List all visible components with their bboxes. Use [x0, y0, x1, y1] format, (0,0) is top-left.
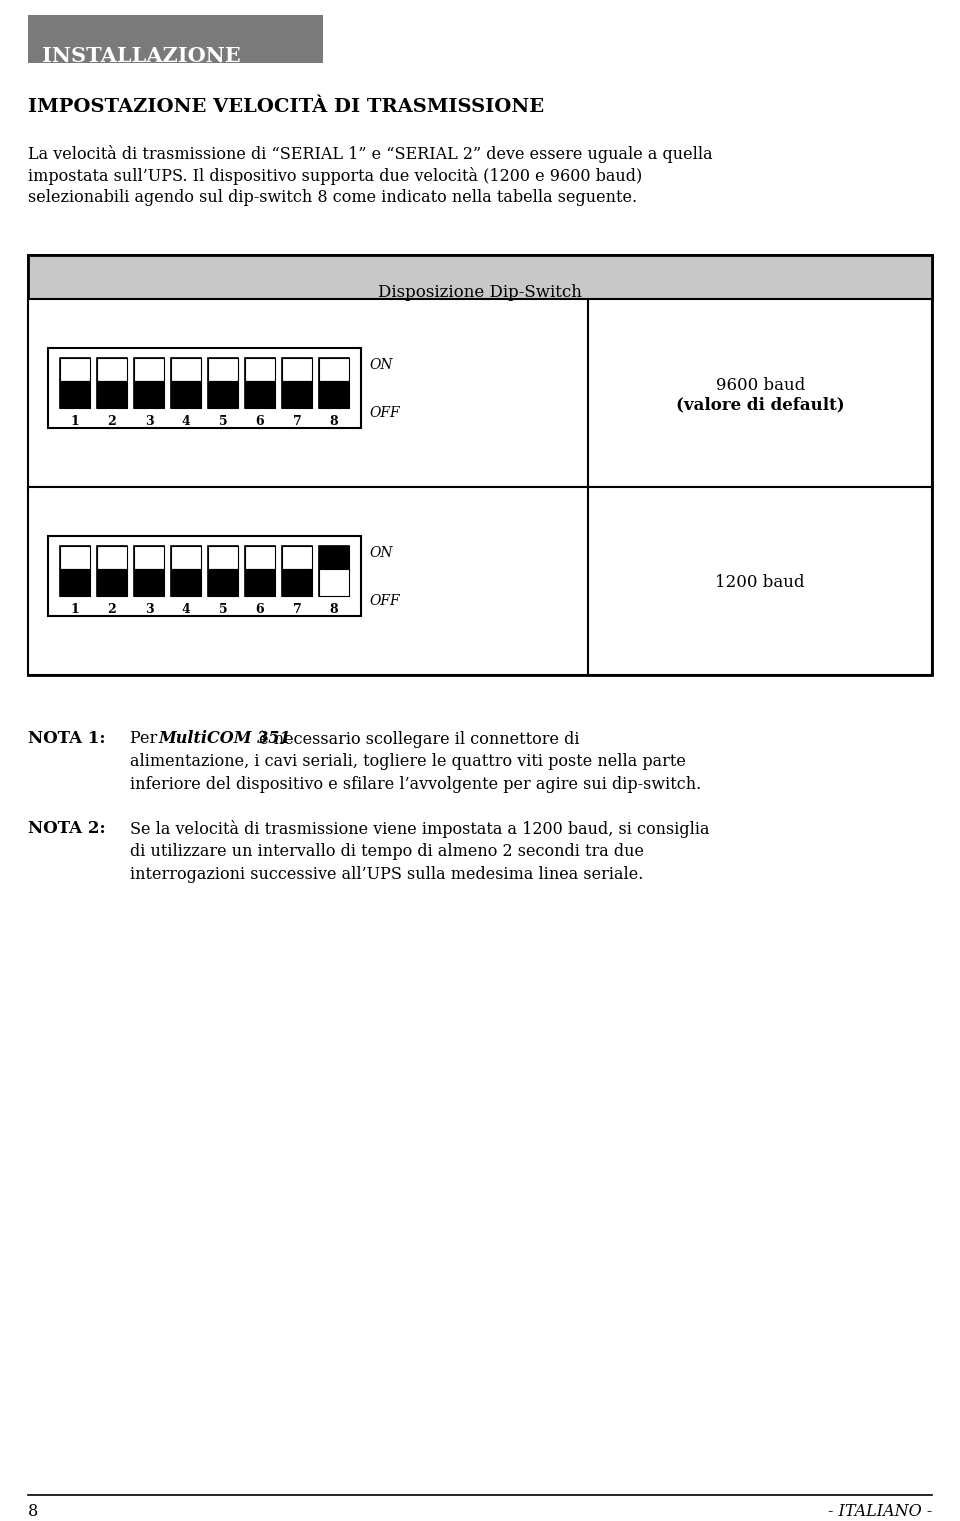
Bar [245, 569, 275, 596]
Text: è necessario scollegare il connettore di: è necessario scollegare il connettore di [254, 730, 580, 747]
Text: di utilizzare un intervallo di tempo di almeno 2 secondi tra due: di utilizzare un intervallo di tempo di … [130, 843, 644, 859]
Text: IMPOSTAZIONE VELOCITÀ DI TRASMISSIONE: IMPOSTAZIONE VELOCITÀ DI TRASMISSIONE [28, 97, 544, 116]
Text: 3: 3 [145, 602, 154, 616]
Bar [208, 357, 238, 380]
Bar [48, 535, 361, 616]
Text: 8: 8 [329, 415, 338, 427]
Text: 1: 1 [71, 415, 80, 427]
Text: Se la velocità di trasmissione viene impostata a 1200 baud, si consiglia: Se la velocità di trasmissione viene imp… [130, 820, 709, 838]
Text: 3: 3 [145, 415, 154, 427]
Text: Per: Per [130, 730, 162, 747]
Bar [97, 357, 127, 408]
Bar [134, 546, 164, 596]
Bar [282, 357, 312, 380]
Text: 8: 8 [28, 1503, 38, 1519]
Text: 6: 6 [255, 602, 264, 616]
Bar [208, 357, 238, 408]
Bar [319, 357, 349, 380]
Text: 1200 baud: 1200 baud [715, 573, 805, 592]
Text: Disposizione Dip-Switch: Disposizione Dip-Switch [378, 284, 582, 301]
Bar [282, 380, 312, 408]
Bar [319, 357, 349, 408]
Text: ON: ON [369, 546, 393, 560]
Bar [282, 546, 312, 596]
Bar [171, 546, 201, 569]
Bar [245, 546, 275, 596]
Text: OFF: OFF [369, 595, 399, 608]
Bar [208, 380, 238, 408]
Text: interrogazioni successive all’UPS sulla medesima linea seriale.: interrogazioni successive all’UPS sulla … [130, 865, 643, 884]
Text: 7: 7 [293, 415, 301, 427]
Text: La velocità di trasmissione di “SERIAL 1” e “SERIAL 2” deve essere uguale a quel: La velocità di trasmissione di “SERIAL 1… [28, 144, 712, 163]
Bar [171, 357, 201, 408]
Bar [171, 546, 201, 596]
Text: NOTA 1:: NOTA 1: [28, 730, 106, 747]
Text: 6: 6 [255, 415, 264, 427]
Bar [134, 569, 164, 596]
Bar [60, 546, 90, 569]
Text: 5: 5 [219, 602, 228, 616]
Text: 2: 2 [108, 602, 116, 616]
Text: MultiCOM 351: MultiCOM 351 [158, 730, 291, 747]
Bar [245, 380, 275, 408]
Text: 5: 5 [219, 415, 228, 427]
Text: - ITALIANO -: - ITALIANO - [828, 1503, 932, 1519]
Bar [48, 348, 361, 427]
Bar [134, 546, 164, 569]
Bar [60, 357, 90, 380]
Text: impostata sull’UPS. Il dispositivo supporta due velocità (1200 e 9600 baud): impostata sull’UPS. Il dispositivo suppo… [28, 167, 642, 186]
Bar [171, 380, 201, 408]
Text: OFF: OFF [369, 406, 399, 420]
Bar [245, 546, 275, 569]
Bar [171, 569, 201, 596]
Bar [319, 546, 349, 569]
Bar [60, 546, 90, 596]
Bar [28, 256, 932, 300]
Bar [97, 569, 127, 596]
Bar [245, 357, 275, 380]
Bar [60, 569, 90, 596]
Bar [282, 357, 312, 408]
Text: alimentazione, i cavi seriali, togliere le quattro viti poste nella parte: alimentazione, i cavi seriali, togliere … [130, 753, 685, 770]
Text: 2: 2 [108, 415, 116, 427]
Bar [208, 569, 238, 596]
Text: NOTA 2:: NOTA 2: [28, 820, 106, 837]
Text: 9600 baud: 9600 baud [715, 377, 804, 394]
Bar [28, 15, 323, 62]
Bar [60, 357, 90, 408]
Text: 8: 8 [329, 602, 338, 616]
Text: INSTALLAZIONE: INSTALLAZIONE [42, 46, 241, 65]
Bar [319, 569, 349, 596]
Bar [97, 546, 127, 596]
Text: 7: 7 [293, 602, 301, 616]
Bar [28, 300, 932, 487]
Bar [282, 569, 312, 596]
Text: 4: 4 [181, 602, 190, 616]
Bar [60, 380, 90, 408]
Bar [319, 546, 349, 596]
Bar [282, 546, 312, 569]
Bar [208, 546, 238, 569]
Bar [28, 256, 932, 675]
Bar [97, 546, 127, 569]
Text: 1: 1 [71, 602, 80, 616]
Bar [134, 357, 164, 408]
Bar [245, 357, 275, 408]
Bar [134, 357, 164, 380]
Bar [28, 487, 932, 675]
Text: selezionabili agendo sul dip-switch 8 come indicato nella tabella seguente.: selezionabili agendo sul dip-switch 8 co… [28, 189, 637, 205]
Bar [319, 380, 349, 408]
Bar [171, 357, 201, 380]
Bar [97, 380, 127, 408]
Bar [97, 357, 127, 380]
Bar [134, 380, 164, 408]
Text: inferiore del dispositivo e sfilare l’avvolgente per agire sui dip-switch.: inferiore del dispositivo e sfilare l’av… [130, 776, 701, 792]
Bar [208, 546, 238, 596]
Text: ON: ON [369, 357, 393, 373]
Text: 4: 4 [181, 415, 190, 427]
Text: (valore di default): (valore di default) [676, 395, 845, 414]
